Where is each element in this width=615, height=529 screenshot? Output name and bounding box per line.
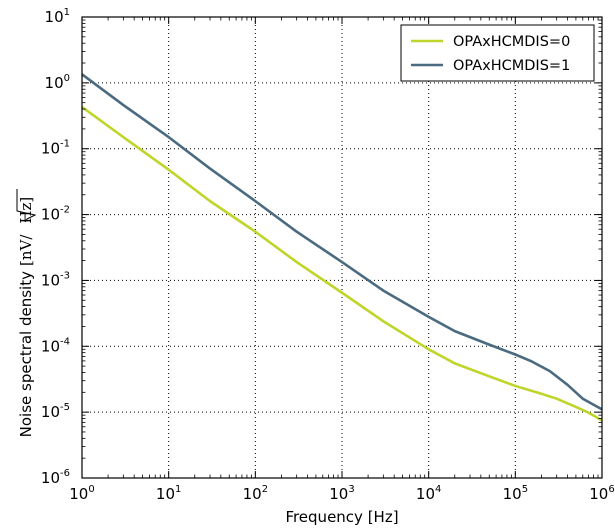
x-tick-exponent: 2: [262, 484, 268, 495]
y-tick-label: 10-5: [41, 402, 70, 421]
x-tick-label: 104: [416, 484, 441, 503]
y-tick-exponent: -3: [60, 270, 70, 281]
x-tick-base: 10: [416, 485, 435, 503]
x-tick-labels: 100 101 102 103 104 105 106: [69, 484, 614, 503]
plot-frame: [81, 16, 603, 479]
x-tick-exponent: 4: [435, 484, 441, 495]
tick-marks: [81, 16, 603, 479]
y-tick-base: 10: [41, 469, 60, 487]
x-tick-base: 10: [156, 485, 175, 503]
x-tick-base: 10: [243, 485, 262, 503]
x-tick-base: 10: [329, 485, 348, 503]
legend: OPAxHCMDIS=0 OPAxHCMDIS=1: [400, 24, 595, 82]
y-tick-label: 100: [45, 73, 70, 92]
x-tick-exponent: 6: [608, 484, 614, 495]
y-tick-base: 10: [45, 8, 64, 26]
x-tick-label: 101: [156, 484, 181, 503]
series-line-1: [81, 105, 603, 422]
y-tick-base: 10: [41, 271, 60, 289]
legend-label: OPAxHCMDIS=0: [453, 34, 570, 50]
legend-box: [400, 24, 595, 82]
x-tick-base: 10: [589, 485, 608, 503]
y-tick-label: 10-6: [41, 468, 70, 487]
y-tick-base: 10: [41, 206, 60, 224]
x-tick-exponent: 0: [88, 484, 94, 495]
x-tick-exponent: 1: [175, 484, 181, 495]
series-group: [81, 73, 603, 422]
y-tick-label: 10-2: [41, 205, 70, 224]
x-tick-label: 106: [589, 484, 614, 503]
y-tick-base: 10: [41, 403, 60, 421]
y-tick-label: 10-1: [41, 139, 70, 158]
y-tick-base: 10: [41, 337, 60, 355]
y-tick-exponent: -4: [60, 336, 70, 347]
y-tick-exponent: -6: [60, 468, 70, 479]
x-tick-label: 105: [503, 484, 528, 503]
x-tick-base: 10: [69, 485, 88, 503]
y-axis-unit-suffix: ]: [17, 197, 35, 203]
grid: [82, 17, 602, 478]
x-tick-exponent: 3: [348, 484, 354, 495]
x-tick-base: 10: [503, 485, 522, 503]
x-axis-label: Frequency [Hz]: [285, 508, 398, 526]
y-tick-exponent: -1: [60, 139, 70, 150]
x-tick-label: 100: [69, 484, 94, 503]
series-line-2: [81, 73, 603, 411]
x-tick-exponent: 5: [522, 484, 528, 495]
y-tick-exponent: -5: [60, 402, 70, 413]
y-tick-exponent: 1: [64, 7, 70, 18]
x-tick-label: 103: [329, 484, 354, 503]
y-axis-unit-prefix: [nV/: [17, 234, 35, 266]
y-tick-label: 10-4: [41, 336, 70, 355]
y-tick-exponent: -2: [60, 205, 70, 216]
y-tick-base: 10: [41, 140, 60, 158]
x-tick-label: 102: [243, 484, 268, 503]
y-axis-label-group: Noise spectral density [nV/Hz]: [16, 189, 37, 437]
y-axis-label: Noise spectral density: [17, 271, 35, 437]
y-tick-label: 10-3: [41, 270, 70, 289]
y-tick-exponent: 0: [64, 73, 70, 84]
legend-label: OPAxHCMDIS=1: [453, 58, 570, 74]
sqrt-symbol: [16, 189, 37, 223]
y-tick-label: 101: [45, 7, 70, 26]
y-tick-base: 10: [45, 74, 64, 92]
y-axis-unit: [nV/Hz]: [17, 197, 35, 266]
